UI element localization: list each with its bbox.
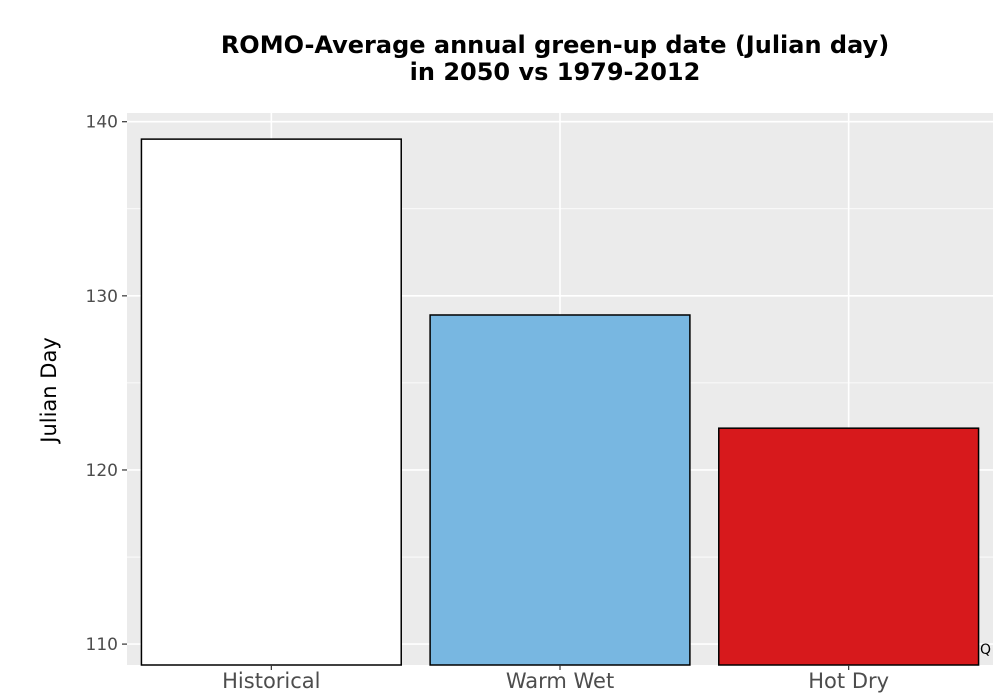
x-axis: Historical Warm Wet Hot Dry [222,665,889,693]
chart-title-line-1: ROMO-Average annual green-up date (Julia… [221,31,889,59]
y-axis: 110 120 130 140 [86,113,127,655]
y-axis-label: Julian Day [37,337,61,445]
y-tick-label: 110 [86,635,118,655]
bar-historical [140,138,402,666]
y-tick-label: 140 [86,113,118,133]
corner-mark: Q [980,642,991,658]
bar-hot-dry [718,427,980,666]
bar-warm-wet [429,314,691,666]
x-tick-label: Hot Dry [808,669,889,693]
chart-title-line-2: in 2050 vs 1979-2012 [410,58,701,86]
y-tick-label: 120 [86,461,118,481]
x-tick-label: Warm Wet [506,669,614,693]
bars [140,138,980,666]
y-tick-label: 130 [86,287,118,307]
x-tick-label: Historical [222,669,320,693]
